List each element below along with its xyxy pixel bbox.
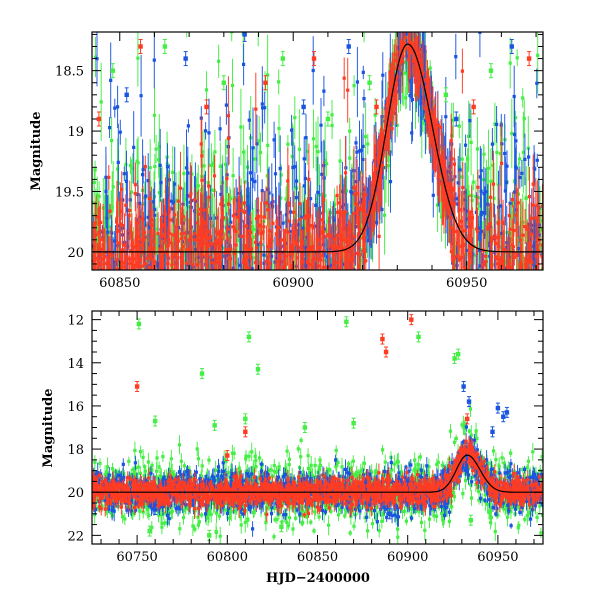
data-point-green [452,352,457,364]
y-tick-label: 16 [67,400,84,415]
data-point-blue [124,87,129,103]
data-point-green [302,422,308,433]
data-point-blue [501,411,506,423]
x-tick-label: 60900 [387,550,428,565]
data-point-green [351,417,356,429]
data-point-green [246,331,252,343]
bottom-axis-ticks: 60750 60800 60850 60900 60950 12 14 16 18 20 22 [67,311,543,565]
top-ylabel: Magnitude [29,111,44,190]
y-tick-label: 20 [67,486,84,501]
data-point-green [488,63,494,79]
data-point-red [311,51,317,67]
bottom-panel: 60750 60800 60850 60900 60950 12 14 16 18 20 22 Ma… [41,310,544,586]
data-point-red [374,99,379,115]
bottom-noise-layer [92,401,543,544]
x-tick-label: 60900 [273,276,314,291]
data-point-blue [346,38,351,54]
data-point-blue [152,503,158,515]
data-point-blue [454,111,459,127]
data-point-green [468,514,474,526]
x-tick-label: 60850 [99,276,140,291]
data-point-red [138,38,143,54]
x-tick-label: 60800 [207,550,248,565]
data-point-red [134,381,140,393]
top-data-points [96,32,532,127]
data-point-green [443,87,449,103]
x-tick-label: 60750 [116,550,157,565]
bottom-data-points [134,314,510,541]
data-point-red [263,75,268,91]
data-point-green [136,318,142,330]
data-point-green [110,63,116,79]
data-point-green [416,331,421,343]
data-point-green [344,316,349,328]
data-point-green [243,413,248,425]
data-point-blue [301,99,306,115]
noise-markers-red [92,35,543,270]
model-curve-line [92,43,543,253]
top-axis-ticks: 60850 60900 60950 18.5 19 19.5 20 [55,32,543,291]
data-point-red [225,450,230,462]
data-point-blue [183,51,188,67]
data-point-red [465,413,470,425]
x-tick-label: 60950 [477,550,518,565]
data-point-green [147,525,152,537]
top-panel: 60850 60900 60950 18.5 19 19.5 20 Magnitude [29,31,544,291]
y-tick-label: 19 [67,125,84,140]
data-point-green [199,368,205,380]
x-tick-label: 60950 [446,276,487,291]
data-point-green [325,111,331,127]
y-tick-label: 12 [67,314,84,329]
data-point-green [367,75,372,91]
bottom-model-curve [92,454,543,493]
top-model-curve [92,43,543,253]
data-point-red [380,333,385,345]
data-point-red [204,99,209,115]
data-point-red [96,111,102,127]
data-point-blue [461,381,466,393]
data-point-green [280,51,286,67]
data-point-green [456,348,461,360]
data-point-green [152,415,158,427]
data-point-red [471,99,476,115]
y-tick-label: 19.5 [55,185,84,200]
top-plot-frame [91,31,544,271]
data-point-green [221,75,227,91]
data-point-green [212,419,217,431]
y-tick-label: 18.5 [55,65,84,80]
data-point-green [255,363,261,375]
y-tick-label: 18 [67,443,84,458]
y-tick-label: 14 [67,357,84,372]
data-point-red [383,346,389,358]
data-point-blue [495,402,501,414]
data-point-blue [242,32,247,42]
data-point-blue [509,38,514,54]
data-point-green [279,521,284,533]
data-point-blue [387,508,392,520]
y-tick-label: 22 [67,529,84,544]
data-point-green [162,38,168,54]
data-point-red [409,314,414,326]
bottom-xlabel: HJD−2400000 [266,571,370,586]
data-point-blue [490,426,495,438]
model-curve-line [92,454,543,493]
data-point-blue [466,396,472,408]
data-point-blue [504,406,510,418]
y-tick-label: 20 [67,246,84,261]
data-point-red [243,426,248,438]
x-tick-label: 60850 [297,550,338,565]
data-point-red [526,51,532,67]
bottom-ylabel: Magnitude [41,388,56,467]
data-point-green [207,529,212,541]
